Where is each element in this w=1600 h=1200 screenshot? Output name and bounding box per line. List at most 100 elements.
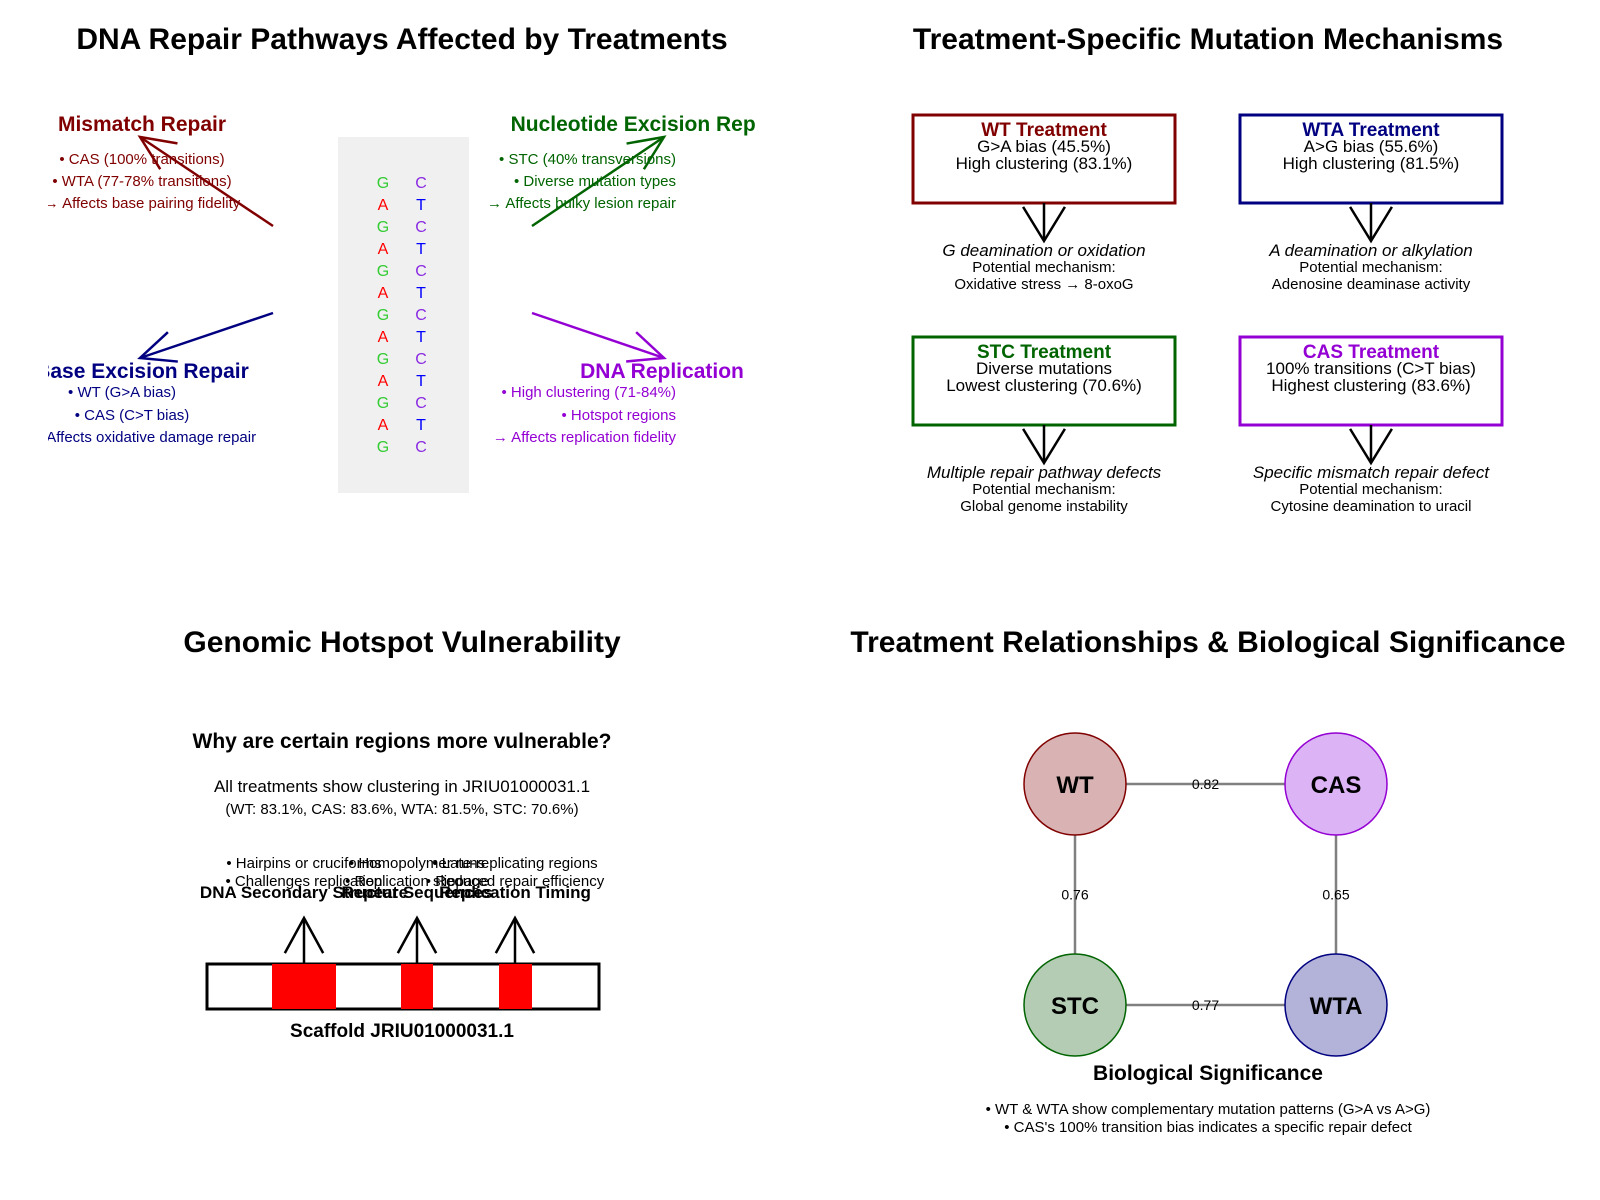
dna-base-left: G xyxy=(377,175,389,192)
treatment-box xyxy=(1238,335,1504,427)
hotspot-1: DNA Secondary Structure • Hairpins or cru… xyxy=(200,855,408,1009)
panel-title-hotspot: Genomic Hotspot Vulnerability xyxy=(183,626,621,659)
treatment-line: Lowest clustering (70.6%) xyxy=(946,376,1142,395)
hotspot-3: Replication Timing • Late-replicating reg… xyxy=(426,855,605,1009)
pathway-line: • Hotspot regions xyxy=(562,407,676,424)
pathway-line: • WT (G>A bias) xyxy=(68,384,176,401)
dna-base-right: C xyxy=(415,439,427,456)
dna-double-strand: G C A T G C A T G C A T G C A T G C A T G C A T G C xyxy=(377,175,427,456)
hotspot-region xyxy=(272,964,336,1009)
node-circle xyxy=(1023,732,1127,836)
panel-title-relationships: Treatment Relationships & Biological Sig… xyxy=(850,626,1565,659)
arrow-shaft xyxy=(139,311,274,360)
arrow-head xyxy=(283,915,325,954)
dna-base-right: C xyxy=(415,263,427,280)
treatment-title: CAS Treatment xyxy=(1303,342,1440,363)
arrow-shaft xyxy=(531,311,665,360)
dna-base-left: G xyxy=(377,439,389,456)
arrow-nucleotide-excision-repair xyxy=(531,135,667,228)
panel-hotspot-vulnerability: Genomic Hotspot Vulnerability Why are ce… xyxy=(183,626,621,1042)
arrow-head xyxy=(137,331,178,363)
scaffold-label: Scaffold JRIU01000031.1 xyxy=(290,1021,514,1042)
arrow-shaft xyxy=(531,135,665,228)
pathway-nucleotide-excision-repair: Nucleotide Excision Repair • STC (40% tr… xyxy=(487,113,756,212)
node-circle xyxy=(1284,732,1388,836)
mechanism-title: G deamination or oxidation xyxy=(942,241,1145,260)
dna-base-right: C xyxy=(415,175,427,192)
arrow-head xyxy=(1349,428,1393,466)
dna-base-right: C xyxy=(415,219,427,236)
dna-base-right: T xyxy=(416,197,426,214)
pathway-line: • STC (40% transversions) xyxy=(499,151,676,168)
dna-base-right: T xyxy=(416,417,426,434)
dna-base-right: T xyxy=(416,329,426,346)
dna-base-left: G xyxy=(377,351,389,368)
panel-mutation-mechanisms: Treatment-Specific Mutation Mechanisms W… xyxy=(911,23,1504,515)
edge-weight-label: 0.77 xyxy=(1192,997,1219,1013)
significance-line: • WT & WTA show complementary mutation p… xyxy=(986,1101,1431,1118)
pathway-line: • Diverse mutation types xyxy=(514,173,676,190)
dna-base-left: A xyxy=(378,241,389,258)
edge-weight-label: 0.76 xyxy=(1061,887,1088,903)
arrow-head xyxy=(396,915,438,954)
dna-base-right: C xyxy=(415,351,427,368)
treatment-network: WT CAS STC WTA 0.82 0.76 0.65 0.77 xyxy=(1023,732,1388,1057)
pathway-line: • CAS (100% transitions) xyxy=(59,151,224,168)
hotspot-annotations: DNA Secondary Structure • Hairpins or cru… xyxy=(200,855,605,1009)
treatment-line: Diverse mutations xyxy=(976,359,1112,378)
treatment-line: G>A bias (45.5%) xyxy=(977,137,1111,156)
dna-base-right: T xyxy=(416,241,426,258)
pathway-base-excision-repair: Base Excision Repair • WT (G>A bias) • C… xyxy=(48,360,256,446)
treatment-line: 100% transitions (C>T bias) xyxy=(1266,359,1476,378)
node-wta: WTA xyxy=(1284,953,1388,1057)
hotspot-2: Repeat Sequences • Homopolymer runs• Repl… xyxy=(341,855,493,1009)
arrow-dna-replication xyxy=(531,311,667,363)
pathway-title: Mismatch Repair xyxy=(58,113,226,136)
significance-line: • CAS's 100% transition bias indicates a… xyxy=(1004,1119,1412,1136)
hotspot-line: • Hairpins or cruciforms xyxy=(226,855,381,872)
mechanism-line: Potential mechanism: xyxy=(1299,259,1442,276)
treatment-line: A>G bias (55.6%) xyxy=(1304,137,1439,156)
dna-base-left: A xyxy=(378,417,389,434)
treatment-line: High clustering (83.1%) xyxy=(956,154,1133,173)
treatment-title: WT Treatment xyxy=(981,120,1107,141)
network-edge-labels: 0.82 0.76 0.65 0.77 xyxy=(1061,776,1349,1013)
treatment-title: WTA Treatment xyxy=(1302,120,1440,141)
mechanism-line: Potential mechanism: xyxy=(972,481,1115,498)
hotspot-line: • Reduced repair efficiency xyxy=(426,873,605,890)
mechanism-line: Potential mechanism: xyxy=(972,259,1115,276)
panel-title-repair-pathways: DNA Repair Pathways Affected by Treatmen… xyxy=(76,23,727,56)
dna-base-right: C xyxy=(415,395,427,412)
hotspot-label: Repeat Sequences xyxy=(341,883,492,902)
mechanism-line: Global genome instability xyxy=(960,498,1128,515)
dna-base-right: T xyxy=(416,285,426,302)
treatment-line: High clustering (81.5%) xyxy=(1283,154,1460,173)
arrow-head xyxy=(1022,428,1066,466)
panel-repair-pathways: DNA Repair Pathways Affected by Treatmen… xyxy=(48,23,756,493)
hotspot-line: • Replication slippage xyxy=(345,873,489,890)
dna-base-left: G xyxy=(377,219,389,236)
mechanism-title: Multiple repair pathway defects xyxy=(927,463,1162,482)
hotspot-line: • Challenges replication xyxy=(225,873,382,890)
hotspot-line: • Homopolymer runs xyxy=(349,855,485,872)
mechanism-title: A deamination or alkylation xyxy=(1268,241,1473,260)
panel-treatment-relationships: Treatment Relationships & Biological Sig… xyxy=(850,626,1565,1136)
dna-base-left: G xyxy=(377,263,389,280)
arrow-head xyxy=(626,331,667,363)
node-circle xyxy=(1284,953,1388,1057)
dna-base-left: A xyxy=(378,197,389,214)
node-label: STC xyxy=(1051,993,1099,1020)
dna-base-left: A xyxy=(378,373,389,390)
edge-weight-label: 0.65 xyxy=(1322,887,1349,903)
pathway-mismatch-repair: Mismatch Repair • CAS (100% transitions)… xyxy=(48,113,241,212)
node-stc: STC xyxy=(1023,953,1127,1057)
network-nodes: WT CAS STC WTA xyxy=(1023,732,1388,1057)
node-cas: CAS xyxy=(1284,732,1388,836)
hotspot-label: DNA Secondary Structure xyxy=(200,883,408,902)
hotspot-region xyxy=(499,964,532,1009)
node-circle xyxy=(1023,953,1127,1057)
